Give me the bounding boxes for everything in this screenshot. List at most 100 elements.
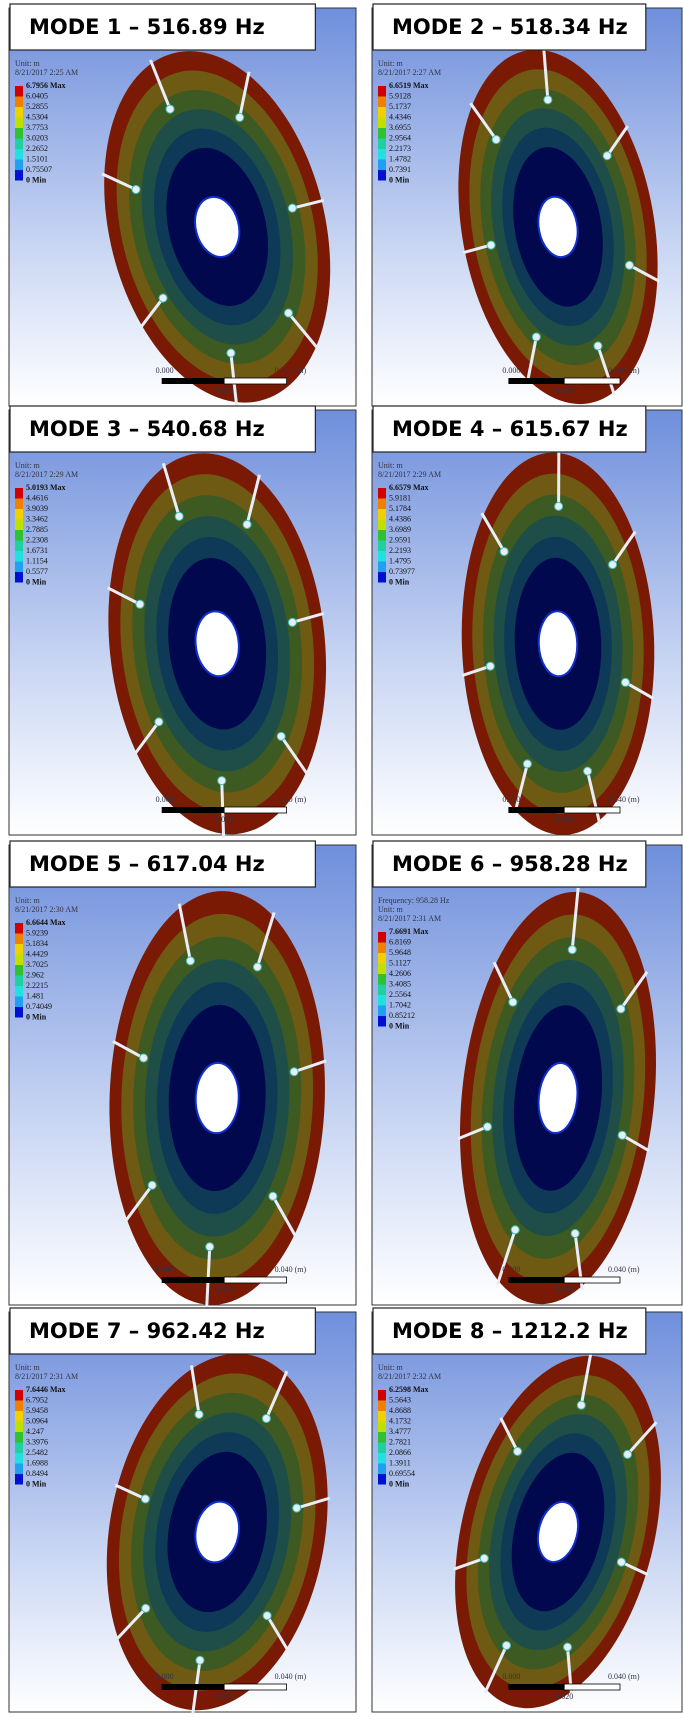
legend-label: 1.481 <box>26 991 44 1000</box>
legend-band <box>15 1464 23 1475</box>
slot-end <box>511 1225 520 1234</box>
legend-label: 6.6644 Max <box>26 918 66 927</box>
scale-bar-white <box>564 1684 620 1690</box>
scale-right: 0.040 (m) <box>608 366 640 375</box>
legend-label: 0.5577 <box>26 567 48 576</box>
scale-left: 0.000 <box>502 1265 520 1274</box>
panel: MODE 1 – 516.89 HzUnit: m8/21/2017 2:25 … <box>9 4 367 427</box>
legend-label: 1.4795 <box>389 556 411 565</box>
legend-band <box>15 1422 23 1433</box>
legend-label: 1.6988 <box>26 1458 48 1467</box>
panel-title: MODE 6 – 958.28 Hz <box>392 852 628 876</box>
legend-band <box>378 1464 386 1475</box>
scale-middle: 0.020 <box>215 1285 233 1294</box>
date: 8/21/2017 2:27 AM <box>378 68 441 77</box>
legend-label: 0 Min <box>389 1479 410 1488</box>
legend-label: 0.7391 <box>389 165 411 174</box>
unit: Unit: m <box>378 461 403 470</box>
legend-band <box>15 86 23 97</box>
legend-band <box>378 995 386 1006</box>
legend-label: 3.3976 <box>26 1437 48 1446</box>
legend-band <box>378 509 386 520</box>
legend-band <box>15 551 23 562</box>
date: 8/21/2017 2:31 AM <box>15 1372 78 1381</box>
legend-label: 2.9591 <box>389 535 411 544</box>
unit: Unit: m <box>15 1363 40 1372</box>
scale-left: 0.000 <box>502 366 520 375</box>
legend-band <box>378 1443 386 1454</box>
legend-label: 6.6579 Max <box>389 483 429 492</box>
legend-label: 3.3462 <box>26 514 48 523</box>
date: 8/21/2017 2:30 AM <box>15 905 78 914</box>
scale-bar-black <box>508 807 564 813</box>
legend-label: 5.9458 <box>26 1406 48 1415</box>
legend-label: 2.962 <box>26 970 44 979</box>
legend-band <box>378 97 386 108</box>
legend-label: 4.5304 <box>26 112 48 121</box>
panel: MODE 7 – 962.42 Hz Unit: m8/21/2017 2:31 … <box>9 1308 356 1717</box>
scale-right: 0.040 (m) <box>608 1672 640 1681</box>
legend-band <box>15 107 23 118</box>
page: {"panels": [ {"title": "MODE 1 – 516.89 … <box>0 0 683 1717</box>
legend-label: 2.0866 <box>389 1448 411 1457</box>
legend-label: 5.9239 <box>26 928 48 937</box>
legend-label: 5.1737 <box>389 102 411 111</box>
legend-band <box>15 562 23 573</box>
legend-band <box>15 118 23 129</box>
legend-band <box>378 170 386 181</box>
date: 8/21/2017 2:29 AM <box>378 470 441 479</box>
legend-band <box>378 1411 386 1422</box>
scale-right: 0.040 (m) <box>275 1265 307 1274</box>
legend-label: 2.9564 <box>389 133 411 142</box>
slot-end <box>136 600 145 609</box>
legend-band <box>378 160 386 171</box>
slot-end <box>186 957 194 965</box>
panel-title: MODE 3 – 540.68 Hz <box>29 417 265 441</box>
slot-end <box>290 1068 298 1076</box>
legend-label: 2.2215 <box>26 981 48 990</box>
legend-band <box>15 934 23 945</box>
legend-band <box>378 1422 386 1433</box>
legend-band <box>15 1007 23 1018</box>
legend-band <box>15 1432 23 1443</box>
scale-bar-black <box>162 378 224 384</box>
legend-band <box>378 1006 386 1017</box>
scale-bar-white <box>564 807 620 813</box>
legend-label: 0 Min <box>26 577 47 586</box>
unit: Unit: m <box>15 59 40 68</box>
slot-end <box>486 662 494 670</box>
unit: Unit: m <box>378 59 403 68</box>
legend-band <box>378 572 386 583</box>
scale-bar-black <box>162 1277 224 1283</box>
legend-label: 5.5643 <box>389 1395 411 1404</box>
unit: Unit: m <box>378 905 403 914</box>
legend-band <box>15 1401 23 1412</box>
legend-label: 5.0193 Max <box>26 483 66 492</box>
legend-band <box>15 1411 23 1422</box>
scale-bar-white <box>224 807 286 813</box>
panel-title: MODE 7 – 962.42 Hz <box>29 1319 265 1343</box>
legend-band <box>378 1432 386 1443</box>
legend-label: 4.8688 <box>389 1406 411 1415</box>
legend-label: 0.8494 <box>26 1469 48 1478</box>
legend-band <box>378 541 386 552</box>
legend-label: 0 Min <box>389 577 410 586</box>
unit: Unit: m <box>15 896 40 905</box>
legend-label: 0.74049 <box>26 1002 52 1011</box>
scale-right: 0.040 (m) <box>275 366 307 375</box>
legend-band <box>378 932 386 943</box>
scale-left: 0.000 <box>156 795 174 804</box>
legend-band <box>15 97 23 108</box>
slot-end <box>618 1131 627 1140</box>
scale-right: 0.040 (m) <box>608 795 640 804</box>
slot-end <box>175 512 184 521</box>
legend-band <box>15 520 23 531</box>
scale-bar-black <box>162 1684 224 1690</box>
scale-left: 0.000 <box>502 1672 520 1681</box>
slot-end <box>217 776 226 785</box>
legend-band <box>15 997 23 1008</box>
scale-bar-black <box>162 807 224 813</box>
slot-end <box>269 1192 277 1200</box>
panel: MODE 4 – 615.67 HzUnit: m8/21/2017 2:29 … <box>372 406 682 838</box>
